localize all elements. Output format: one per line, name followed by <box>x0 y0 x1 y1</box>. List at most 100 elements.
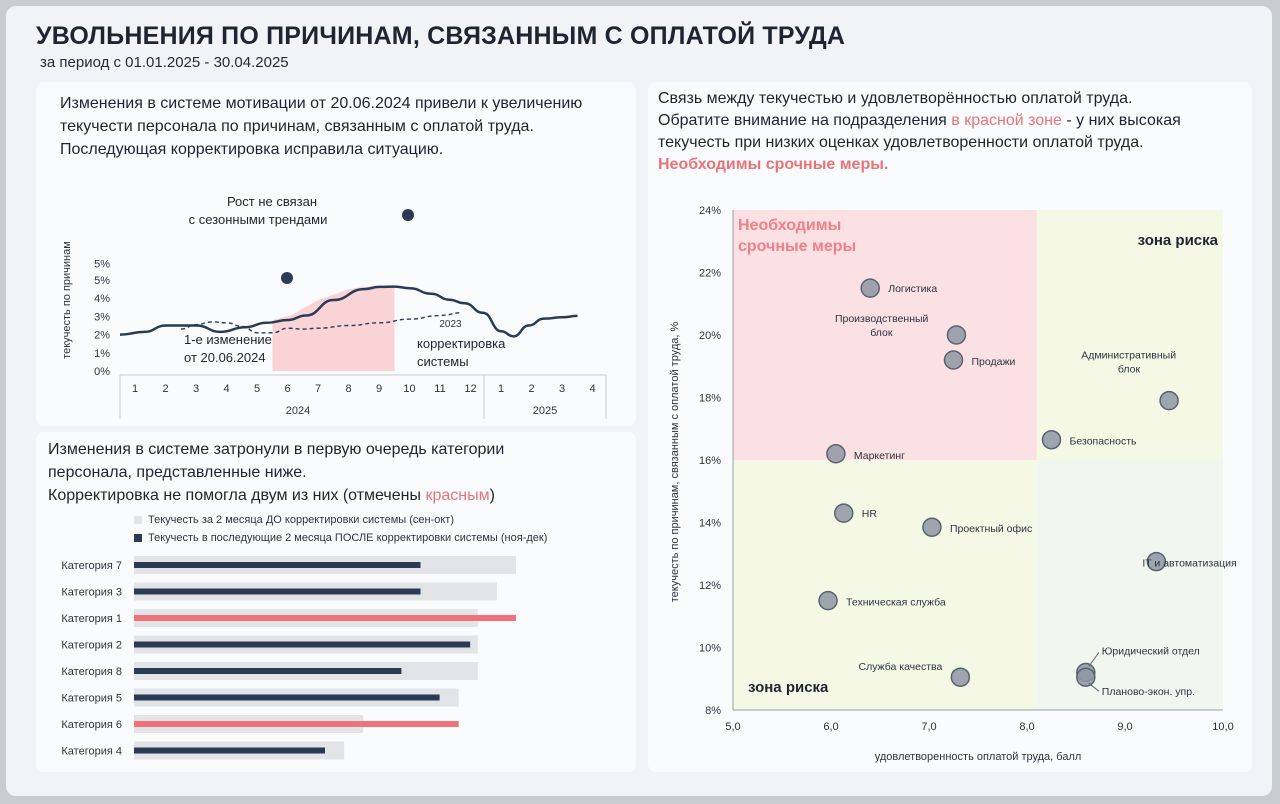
legend-after-swatch <box>134 534 142 542</box>
scatter-point-label: Планово-экон. упр. <box>1102 686 1195 698</box>
line-y-tick: 1% <box>94 348 110 360</box>
line-series-current <box>119 285 578 338</box>
scatter-point <box>1041 429 1062 450</box>
legend-before-label: Текучесть за 2 месяца ДО корректировки с… <box>148 514 454 526</box>
risk-zone-bottom-left <box>733 460 1037 710</box>
scatter-panel-text-1: Связь между текучестью и удовлетворённос… <box>658 90 1133 107</box>
line-x-tick: 11 <box>434 383 445 395</box>
urgent-zone-label-1: Необходимы <box>738 217 841 234</box>
scatter-point-label: Техническая служба <box>846 597 946 609</box>
year-label-2024: 2024 <box>286 405 310 417</box>
scatter-y-tick: 20% <box>699 330 721 342</box>
scatter-point-label: Юридический отдел <box>1102 646 1200 658</box>
scatter-y-label: текучесть по причинам, связанным с оплат… <box>669 322 681 603</box>
scatter-y-tick: 16% <box>699 455 721 467</box>
scatter-point <box>818 590 838 611</box>
bar-after <box>134 641 471 648</box>
annotation-growth-2: с сезонными трендами <box>189 212 328 227</box>
bar-panel-text-red: красным <box>425 487 490 504</box>
page-title: УВОЛЬНЕНИЯ ПО ПРИЧИНАМ, СВЯЗАННЫМ С ОПЛА… <box>36 22 846 50</box>
change-marker-point <box>281 272 293 284</box>
bar-chart-panel: Изменения в системе затронули в первую о… <box>36 432 636 772</box>
scatter-panel-urgent: Необходимы срочные меры. <box>658 156 889 173</box>
scatter-point <box>1076 667 1096 687</box>
scatter-point <box>860 278 880 298</box>
legend-before-swatch <box>134 516 142 524</box>
line-y-tick: 2% <box>94 330 110 342</box>
correction-marker-point <box>402 209 414 221</box>
line-x-tick: 12 <box>464 383 476 395</box>
bar-chart: Категория 7 Категория 3 Категория 1 Категор… <box>61 556 516 760</box>
line-y-tick: 0% <box>94 366 110 378</box>
scatter-point-label: Служба качества <box>859 661 943 673</box>
series-2023-label: 2023 <box>439 319 462 330</box>
scatter-x-tick: 7,0 <box>921 721 936 733</box>
scatter-panel: Связь между текучестью и удовлетворённос… <box>648 82 1252 772</box>
scatter-y-tick: 14% <box>699 518 721 530</box>
bar-after <box>134 694 440 701</box>
scatter-point <box>922 517 942 537</box>
bar-after <box>134 668 402 674</box>
growth-highlight-area <box>272 286 395 371</box>
line-x-tick: 8 <box>345 383 351 395</box>
scatter-x-tick: 8,0 <box>1019 721 1034 733</box>
bar-after <box>134 747 325 754</box>
scatter-point-label: Логистика <box>888 283 937 295</box>
line-x-tick: 1 <box>498 383 504 395</box>
scatter-y-tick: 10% <box>699 643 721 655</box>
leader-line-legal <box>1088 652 1100 667</box>
scatter-point <box>1159 390 1179 411</box>
line-x-tick: 3 <box>193 383 199 395</box>
line-y-tick: 5% <box>94 275 110 287</box>
scatter-point-label: Безопасность <box>1070 436 1138 448</box>
scatter-point-label: HR <box>862 508 878 520</box>
scatter-point <box>826 444 846 464</box>
line-x-tick: 1 <box>132 383 138 395</box>
scatter-panel-description: Связь между текучестью и удовлетворённос… <box>658 88 1181 176</box>
risk-zone-label-top: зона риска <box>1138 232 1219 249</box>
bar-category-label: Категория 2 <box>61 640 122 652</box>
line-y-tick: 5% <box>94 259 110 271</box>
scatter-point <box>950 667 971 687</box>
scatter-y-tick: 24% <box>699 205 721 217</box>
bar-category-label: Категория 4 <box>61 746 122 758</box>
annotation-growth-1: Рост не связан <box>227 194 317 209</box>
legend-before: Текучесть за 2 месяца ДО корректировки с… <box>134 514 454 526</box>
line-panel-text-1: Изменения в системе мотивации от 20.06.2… <box>60 95 583 112</box>
annotation-correction-2: системы <box>417 354 469 369</box>
risk-zone-top-right <box>1036 210 1223 460</box>
bar-panel-text-1: Изменения в системе затронули в первую о… <box>48 441 505 458</box>
bar-panel-text-3: Корректировка не помогла двум из них (от… <box>48 484 504 507</box>
line-y-tick: 4% <box>94 293 110 305</box>
scatter-text-2b: - у них высокая <box>1061 112 1181 129</box>
annotation-correction-1: корректировка <box>417 336 506 351</box>
page-subtitle: за период с 01.01.2025 - 30.04.2025 <box>40 54 289 71</box>
line-chart-panel: Изменения в системе мотивации от 20.06.2… <box>36 82 636 426</box>
line-x-tick: 5 <box>254 383 260 395</box>
annotation-change-2: от 20.06.2024 <box>184 350 266 365</box>
scatter-y-tick: 12% <box>699 580 721 592</box>
bar-after <box>134 562 421 568</box>
legend-after: Текучесть в последующие 2 месяца ПОСЛЕ к… <box>134 532 547 544</box>
line-x-tick: 10 <box>403 383 415 395</box>
bar-category-label: Категория 3 <box>61 587 122 599</box>
bar-after <box>134 615 516 621</box>
neutral-zone <box>1036 460 1223 710</box>
scatter-y-tick: 8% <box>705 705 721 717</box>
bar-after <box>134 721 459 727</box>
bar-after <box>134 588 421 595</box>
urgent-zone-label-2: срочные меры <box>738 238 856 255</box>
line-series-2023 <box>180 312 462 334</box>
scatter-point <box>1146 551 1167 572</box>
line-x-tick: 4 <box>223 383 229 395</box>
bar-category-label: Категория 8 <box>61 666 122 678</box>
line-x-tick: 3 <box>559 383 565 395</box>
scatter-text-red: в красной зоне <box>951 112 1062 129</box>
scatter-point-label: Продажи <box>972 356 1016 368</box>
scatter-point-label: Административный <box>1081 350 1176 362</box>
line-y-tick: 3% <box>94 311 110 323</box>
scatter-point <box>833 503 854 523</box>
scatter-y-tick: 22% <box>699 268 721 280</box>
bar-panel-text-3a: Корректировка не помогла двум из них (от… <box>48 487 426 504</box>
